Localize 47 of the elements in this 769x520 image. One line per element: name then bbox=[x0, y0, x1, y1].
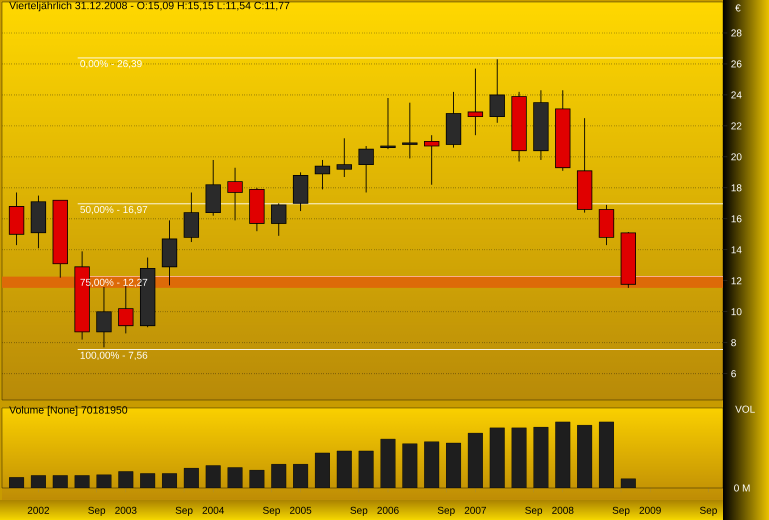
x-tick-label: 2004 bbox=[202, 506, 224, 514]
y-tick-label: 14 bbox=[732, 246, 742, 254]
y-tick-label: 28 bbox=[731, 29, 742, 37]
candlestick bbox=[402, 102, 418, 159]
candlestick bbox=[271, 202, 286, 236]
candlestick bbox=[380, 98, 396, 150]
candlestick bbox=[336, 138, 352, 178]
x-tick-label: 2008 bbox=[552, 506, 574, 514]
x-tick-label: Sep bbox=[438, 506, 455, 516]
y-axis-title: VOL bbox=[735, 406, 755, 413]
y-tick-label: 10 bbox=[732, 308, 742, 316]
y-tick-label: 8 bbox=[731, 339, 736, 346]
x-tick-label: 2005 bbox=[290, 506, 312, 514]
y-tick-label: 26 bbox=[731, 60, 742, 68]
x-tick-label: Sep bbox=[176, 506, 193, 516]
annotation: 0,00% - 26,39 bbox=[80, 60, 142, 68]
y-tick-label: 20 bbox=[731, 153, 742, 160]
candlestick bbox=[490, 58, 505, 124]
x-tick-label: Sep bbox=[350, 506, 368, 516]
x-tick-label: Sep bbox=[612, 506, 630, 516]
x-tick-label: 2002 bbox=[28, 506, 50, 514]
candlestick bbox=[96, 286, 112, 348]
candlestick bbox=[227, 167, 243, 221]
x-tick-label: Sep bbox=[700, 506, 717, 516]
y-axis-title: € bbox=[735, 4, 741, 12]
candlestick bbox=[358, 146, 374, 193]
y-tick-label: 24 bbox=[731, 91, 742, 98]
y-tick-label: 6 bbox=[731, 370, 736, 378]
y-tick-label: 18 bbox=[732, 184, 742, 192]
x-tick-label: 2003 bbox=[115, 506, 136, 514]
annotation: 50,00% - 16,97 bbox=[80, 206, 148, 214]
x-tick-label: Sep bbox=[88, 506, 106, 516]
chart-title: Volume [None] 70181950 bbox=[9, 406, 128, 416]
x-tick-label: Sep bbox=[263, 506, 280, 516]
annotation: 100,00% - 7,56 bbox=[80, 352, 148, 360]
y-tick-label: 12 bbox=[732, 277, 742, 284]
chart-title: Vierteljährlich 31.12.2008 - O:15,09 H:15,15 L:11,54 C:11,77 bbox=[9, 2, 290, 12]
text: 0 M bbox=[734, 484, 750, 492]
x-tick-label: 2009 bbox=[640, 506, 661, 514]
x-tick-label: Sep bbox=[525, 506, 542, 516]
x-tick-label: 2006 bbox=[377, 506, 399, 514]
y-tick-label: 16 bbox=[732, 215, 742, 222]
y-tick-label: 22 bbox=[731, 122, 742, 130]
candlestick bbox=[424, 134, 440, 186]
candlestick bbox=[468, 68, 484, 136]
candlestick bbox=[314, 160, 330, 190]
x-tick-label: 2007 bbox=[464, 506, 486, 514]
